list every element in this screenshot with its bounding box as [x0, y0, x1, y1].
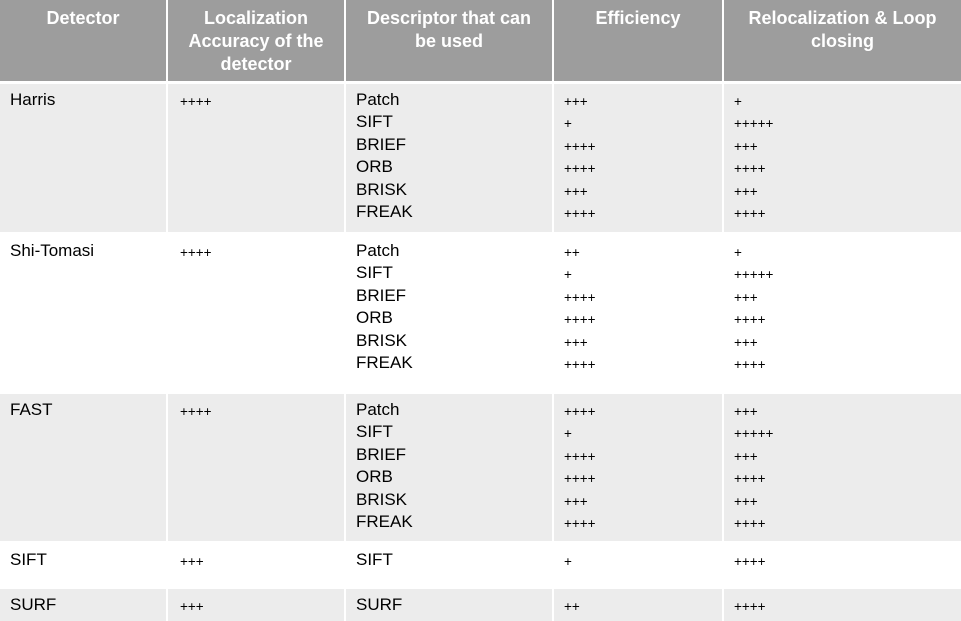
descriptor-item: BRIEF — [356, 134, 407, 154]
descriptor-item: ORB — [356, 157, 393, 177]
efficiency-rating: ++ — [564, 245, 580, 260]
relocalization-rating: +++++ — [734, 116, 774, 132]
descriptor-item: FREAK — [356, 353, 413, 373]
descriptor-item: SIFT — [356, 112, 393, 132]
efficiency-cell: ++++ + ++++ ++++ +++ ++++ — [552, 394, 722, 541]
accuracy-cell: ++++ — [166, 394, 344, 541]
accuracy-cell: ++++ — [166, 235, 344, 391]
header-efficiency: Efficiency — [552, 0, 722, 81]
efficiency-cell: + — [552, 544, 722, 586]
descriptor-cell: Patch SIFT BRIEF ORB BRISK FREAK — [344, 235, 552, 391]
table-row: Harris ++++ Patch SIFT BRIEF ORB BRISK F… — [0, 81, 961, 232]
efficiency-cell: ++ + ++++ ++++ +++ ++++ — [552, 235, 722, 391]
relocalization-rating: +++ — [734, 493, 758, 509]
efficiency-rating: + — [564, 267, 572, 283]
table-row: Shi-Tomasi ++++ Patch SIFT BRIEF ORB BRI… — [0, 232, 961, 391]
descriptor-cell: SIFT — [344, 544, 552, 586]
relocalization-cell: + +++++ +++ ++++ +++ ++++ — [722, 235, 961, 391]
header-localization-accuracy: Localization Accuracy of the detector — [166, 0, 344, 81]
relocalization-rating: + — [734, 245, 742, 260]
table-row: FAST ++++ Patch SIFT BRIEF ORB BRISK FRE… — [0, 391, 961, 541]
efficiency-rating: ++++ — [564, 312, 596, 328]
descriptor-item: BRIEF — [356, 444, 407, 464]
relocalization-rating: ++++ — [734, 206, 766, 222]
descriptor-item: Patch — [356, 400, 400, 419]
descriptor-item: BRISK — [356, 179, 408, 199]
efficiency-rating: ++++ — [564, 357, 596, 373]
efficiency-rating: + — [564, 116, 572, 132]
relocalization-rating: + — [734, 94, 742, 109]
table-row: SURF +++ SURF ++ ++++ — [0, 586, 961, 621]
relocalization-rating: ++++ — [734, 471, 766, 487]
header-relocalization: Relocalization & Loop closing — [722, 0, 961, 81]
descriptor-item: Patch — [356, 241, 400, 260]
descriptor-cell: SURF — [344, 589, 552, 621]
relocalization-rating: ++++ — [734, 161, 766, 177]
relocalization-cell: ++++ — [722, 544, 961, 586]
relocalization-rating: ++++ — [734, 599, 766, 614]
relocalization-rating: +++ — [734, 138, 758, 154]
relocalization-rating: +++ — [734, 448, 758, 464]
descriptor-item: BRISK — [356, 330, 408, 350]
relocalization-cell: + +++++ +++ ++++ +++ ++++ — [722, 84, 961, 232]
relocalization-cell: +++ +++++ +++ ++++ +++ ++++ — [722, 394, 961, 541]
detector-cell: Harris — [10, 90, 56, 109]
efficiency-rating: +++ — [564, 493, 588, 509]
table-row: SIFT +++ SIFT + ++++ — [0, 541, 961, 586]
relocalization-rating: ++++ — [734, 554, 766, 569]
descriptor-item: SIFT — [356, 422, 393, 442]
efficiency-rating: +++ — [564, 334, 588, 350]
descriptor-cell: Patch SIFT BRIEF ORB BRISK FREAK — [344, 394, 552, 541]
detector-cell: FAST — [10, 400, 53, 419]
efficiency-rating: + — [564, 554, 572, 569]
descriptor-item: FREAK — [356, 512, 413, 532]
detector-cell: SIFT — [10, 550, 47, 569]
descriptor-item: SIFT — [356, 263, 393, 283]
header-detector: Detector — [46, 8, 120, 28]
relocalization-rating: +++ — [734, 334, 758, 350]
descriptor-item: ORB — [356, 308, 393, 328]
relocalization-rating: ++++ — [734, 312, 766, 328]
efficiency-rating: ++ — [564, 599, 580, 614]
table-header: Detector Localization Accuracy of the de… — [0, 0, 961, 81]
efficiency-rating: ++++ — [564, 138, 596, 154]
efficiency-rating: + — [564, 426, 572, 442]
efficiency-rating: ++++ — [564, 404, 596, 419]
relocalization-rating: ++++ — [734, 357, 766, 373]
relocalization-rating: ++++ — [734, 516, 766, 532]
efficiency-cell: +++ + ++++ ++++ +++ ++++ — [552, 84, 722, 232]
descriptor-item: BRIEF — [356, 285, 407, 305]
efficiency-rating: ++++ — [564, 448, 596, 464]
efficiency-rating: ++++ — [564, 471, 596, 487]
relocalization-cell: ++++ — [722, 589, 961, 621]
descriptor-cell: Patch SIFT BRIEF ORB BRISK FREAK — [344, 84, 552, 232]
accuracy-cell: +++ — [166, 544, 344, 586]
efficiency-rating: ++++ — [564, 206, 596, 222]
descriptor-item: SURF — [356, 595, 403, 614]
efficiency-rating: +++ — [564, 94, 588, 109]
relocalization-rating: +++++ — [734, 267, 774, 283]
detector-cell: Shi-Tomasi — [10, 241, 95, 260]
accuracy-cell: +++ — [166, 589, 344, 621]
descriptor-item: ORB — [356, 467, 393, 487]
efficiency-cell: ++ — [552, 589, 722, 621]
relocalization-rating: +++ — [734, 183, 758, 199]
descriptor-item: FREAK — [356, 202, 413, 222]
efficiency-rating: ++++ — [564, 516, 596, 532]
header-descriptor: Descriptor that can be used — [344, 0, 552, 81]
detector-cell: SURF — [10, 595, 57, 614]
descriptor-item: BRISK — [356, 489, 408, 509]
relocalization-rating: +++ — [734, 404, 758, 419]
efficiency-rating: ++++ — [564, 289, 596, 305]
efficiency-rating: ++++ — [564, 161, 596, 177]
relocalization-rating: +++++ — [734, 426, 774, 442]
descriptor-item: Patch — [356, 90, 400, 109]
descriptor-item: SIFT — [356, 550, 393, 569]
efficiency-rating: +++ — [564, 183, 588, 199]
accuracy-cell: ++++ — [166, 84, 344, 232]
relocalization-rating: +++ — [734, 289, 758, 305]
